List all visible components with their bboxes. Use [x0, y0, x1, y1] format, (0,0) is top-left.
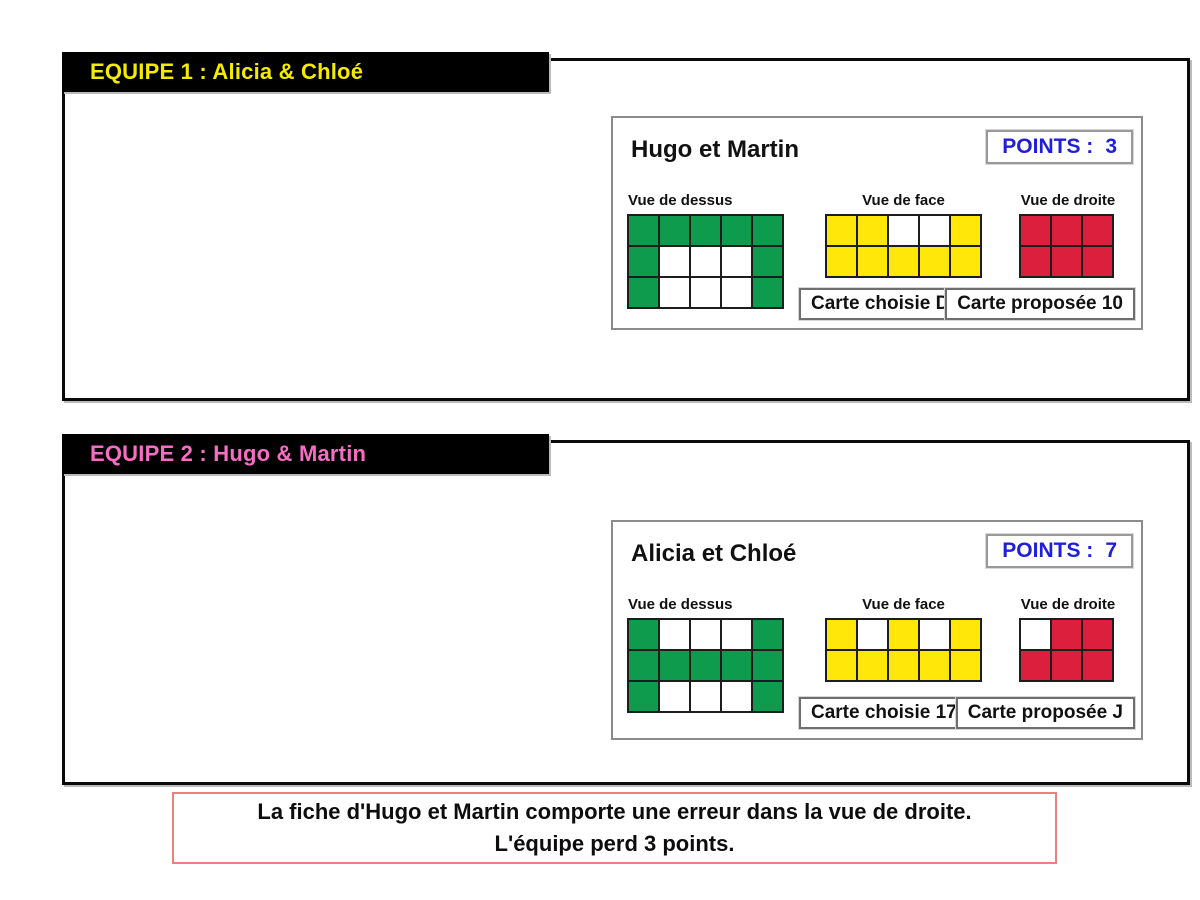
grid-cell — [1021, 651, 1050, 680]
view-label-face: Vue de face — [862, 192, 945, 209]
view-label-droite: Vue de droite — [1020, 596, 1116, 613]
view-grid-dessus — [627, 214, 784, 309]
carte-choisie-tag: Carte choisie D — [799, 288, 962, 320]
grid-cell — [1083, 247, 1112, 276]
grid-cell — [753, 651, 782, 680]
carte-proposee-tag: Carte proposée J — [955, 697, 1135, 729]
carte-choisie-tag: Carte choisie 17 — [799, 697, 969, 729]
view-grid-droite — [1019, 618, 1114, 682]
grid-cell — [660, 651, 689, 680]
team2-banner: EQUIPE 2 : Hugo & Martin — [62, 434, 549, 474]
grid-cell — [660, 216, 689, 245]
points-box: POINTS : 3 — [986, 130, 1133, 164]
message-line-1: La fiche d'Hugo et Martin comporte une e… — [257, 799, 972, 824]
grid-cell — [691, 247, 720, 276]
grid-cell — [722, 651, 751, 680]
team1-panel: Hugo et Martin POINTS : 3 Vue de dessus … — [62, 58, 1190, 401]
grid-cell — [629, 620, 658, 649]
grid-cell — [753, 620, 782, 649]
message-box: La fiche d'Hugo et Martin comporte une e… — [172, 792, 1057, 864]
grid-cell — [722, 682, 751, 711]
grid-cell — [889, 620, 918, 649]
grid-cell — [827, 247, 856, 276]
team1-banner-label: EQUIPE 1 : Alicia & Chloé — [90, 59, 364, 84]
points-value: 3 — [1105, 135, 1117, 158]
grid-cell — [722, 620, 751, 649]
grid-cell — [827, 216, 856, 245]
grid-cell — [660, 620, 689, 649]
grid-cell — [691, 278, 720, 307]
grid-cell — [827, 620, 856, 649]
grid-cell — [691, 682, 720, 711]
grid-cell — [1052, 620, 1081, 649]
team2-banner-label: EQUIPE 2 : Hugo & Martin — [90, 441, 367, 466]
view-grid-face — [825, 618, 982, 682]
grid-cell — [920, 620, 949, 649]
grid-cell — [753, 278, 782, 307]
grid-cell — [920, 216, 949, 245]
grid-cell — [1021, 216, 1050, 245]
grid-cell — [629, 247, 658, 276]
grid-cell — [858, 620, 887, 649]
grid-cell — [951, 247, 980, 276]
grid-cell — [753, 216, 782, 245]
grid-cell — [858, 247, 887, 276]
grid-cell — [889, 216, 918, 245]
grid-cell — [951, 651, 980, 680]
grid-cell — [753, 682, 782, 711]
team2-panel: Alicia et Chloé POINTS : 7 Vue de dessus… — [62, 440, 1190, 785]
view-label-face: Vue de face — [862, 596, 945, 613]
team1-banner: EQUIPE 1 : Alicia & Chloé — [62, 52, 549, 92]
grid-cell — [722, 278, 751, 307]
grid-cell — [660, 247, 689, 276]
grid-cell — [858, 651, 887, 680]
message-line-2: L'équipe perd 3 points. — [494, 831, 735, 856]
grid-cell — [951, 620, 980, 649]
grid-cell — [691, 216, 720, 245]
grid-cell — [858, 216, 887, 245]
grid-cell — [722, 216, 751, 245]
view-grid-droite — [1019, 214, 1114, 278]
grid-cell — [827, 651, 856, 680]
grid-cell — [1083, 620, 1112, 649]
grid-cell — [1083, 651, 1112, 680]
team1-scorecard: Hugo et Martin POINTS : 3 Vue de dessus … — [611, 116, 1143, 330]
points-value: 7 — [1105, 539, 1117, 562]
grid-cell — [660, 278, 689, 307]
scorecard-title: Hugo et Martin — [631, 136, 799, 163]
grid-cell — [629, 216, 658, 245]
grid-cell — [629, 651, 658, 680]
grid-cell — [660, 682, 689, 711]
view-label-dessus: Vue de dessus — [628, 192, 733, 209]
grid-cell — [920, 651, 949, 680]
grid-cell — [629, 278, 658, 307]
grid-cell — [629, 682, 658, 711]
grid-cell — [920, 247, 949, 276]
scorecard-title: Alicia et Chloé — [631, 540, 797, 567]
team2-scorecard: Alicia et Chloé POINTS : 7 Vue de dessus… — [611, 520, 1143, 740]
grid-cell — [1052, 216, 1081, 245]
grid-cell — [1052, 651, 1081, 680]
grid-cell — [691, 651, 720, 680]
points-label: POINTS : — [1002, 135, 1094, 158]
grid-cell — [1083, 216, 1112, 245]
grid-cell — [1052, 247, 1081, 276]
grid-cell — [889, 247, 918, 276]
view-grid-face — [825, 214, 982, 278]
grid-cell — [722, 247, 751, 276]
grid-cell — [691, 620, 720, 649]
grid-cell — [1021, 620, 1050, 649]
grid-cell — [951, 216, 980, 245]
points-label: POINTS : — [1002, 539, 1094, 562]
points-box: POINTS : 7 — [986, 534, 1133, 568]
grid-cell — [889, 651, 918, 680]
view-label-droite: Vue de droite — [1020, 192, 1116, 209]
carte-proposee-tag: Carte proposée 10 — [945, 288, 1135, 320]
grid-cell — [1021, 247, 1050, 276]
view-grid-dessus — [627, 618, 784, 713]
grid-cell — [753, 247, 782, 276]
view-label-dessus: Vue de dessus — [628, 596, 733, 613]
